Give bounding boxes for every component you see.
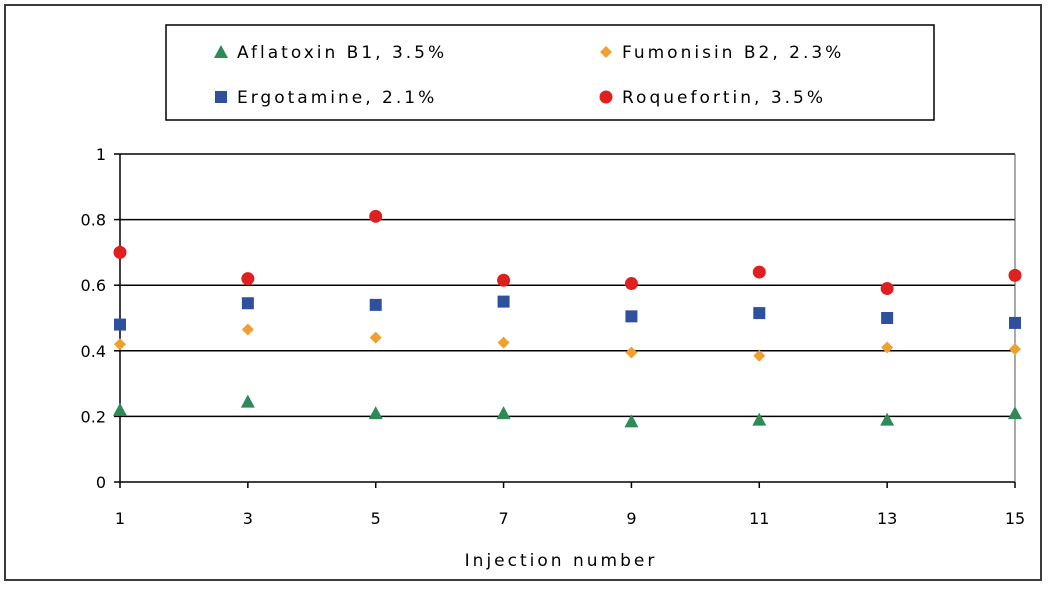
aflatoxin-b1-point xyxy=(1008,406,1022,420)
roquefortin-point xyxy=(624,277,638,291)
x-tick-label: 15 xyxy=(1005,509,1025,528)
fumonisin-b2-point xyxy=(753,349,766,362)
x-axis-title: Injection number xyxy=(465,551,658,571)
y-tick-label: 0.4 xyxy=(81,342,106,361)
legend-label-roquefortin: Roquefortin, 3.5% xyxy=(622,88,826,108)
aflatoxin-b1-point xyxy=(496,406,511,420)
ergotamine-point xyxy=(497,295,510,308)
plot-area: 00.20.40.60.811 3 5 7 9 11 13 15 xyxy=(81,145,1026,528)
roquefortin-point xyxy=(1008,268,1022,282)
ergotamine-point xyxy=(753,307,766,320)
fumonisin-b2-point xyxy=(369,331,382,344)
y-tick-label: 0.6 xyxy=(81,276,106,295)
y-tick-label: 0 xyxy=(96,473,106,492)
legend-label-ergotamine: Ergotamine, 2.1% xyxy=(237,88,437,108)
fumonisin-b2-point xyxy=(1009,343,1021,356)
aflatoxin-b1-point xyxy=(113,402,127,416)
ergotamine-point xyxy=(241,297,254,310)
aflatoxin-b1-point xyxy=(240,394,255,408)
legend-marker-roquefortin xyxy=(599,90,613,104)
fumonisin-b2-point xyxy=(241,323,254,336)
x-tick-label: 11 xyxy=(749,509,769,528)
aflatoxin-b1-point xyxy=(368,406,383,420)
legend-label-aflatoxin-b1: Aflatoxin B1, 3.5% xyxy=(237,43,447,63)
roquefortin-point xyxy=(113,245,127,259)
legend-box xyxy=(165,24,935,121)
ergotamine-point xyxy=(625,310,638,323)
x-tick-label: 5 xyxy=(371,509,381,528)
fumonisin-b2-point xyxy=(625,346,638,359)
x-tick-label: 9 xyxy=(626,509,636,528)
ergotamine-point xyxy=(114,318,126,331)
legend-marker-fumonisin-b2 xyxy=(600,46,612,58)
y-tick-label: 0.2 xyxy=(81,407,106,426)
ergotamine-point xyxy=(881,312,894,324)
fumonisin-b2-point xyxy=(497,336,510,349)
x-tick-label: 1 xyxy=(115,509,125,528)
fumonisin-b2-point xyxy=(114,338,126,351)
x-tick-label: 3 xyxy=(243,509,253,528)
roquefortin-point xyxy=(497,273,511,287)
x-tick-label: 7 xyxy=(498,509,508,528)
y-tick-label: 1 xyxy=(96,145,106,164)
legend: Aflatoxin B1, 3.5% Fumonisin B2, 2.3% Ergo… xyxy=(165,24,935,121)
legend-marker-aflatoxin-b1 xyxy=(214,45,228,58)
aflatoxin-b1-point xyxy=(624,414,639,428)
scatter-chart: Aflatoxin B1, 3.5% Fumonisin B2, 2.3% Ergo… xyxy=(81,24,1026,571)
legend-label-fumonisin-b2: Fumonisin B2, 2.3% xyxy=(622,43,844,63)
aflatoxin-b1-point xyxy=(880,412,895,426)
aflatoxin-b1-point xyxy=(752,412,767,426)
roquefortin-point xyxy=(880,281,894,295)
roquefortin-point xyxy=(241,272,255,286)
y-tick-label: 0.8 xyxy=(81,211,106,230)
ergotamine-point xyxy=(1009,316,1021,329)
roquefortin-point xyxy=(752,265,766,279)
fumonisin-b2-point xyxy=(881,341,894,354)
roquefortin-point xyxy=(369,209,383,223)
x-tick-label: 13 xyxy=(877,509,897,528)
legend-marker-ergotamine xyxy=(215,91,227,103)
ergotamine-point xyxy=(369,298,382,311)
chart-frame: Aflatoxin B1, 3.5% Fumonisin B2, 2.3% Ergo… xyxy=(4,4,1042,581)
